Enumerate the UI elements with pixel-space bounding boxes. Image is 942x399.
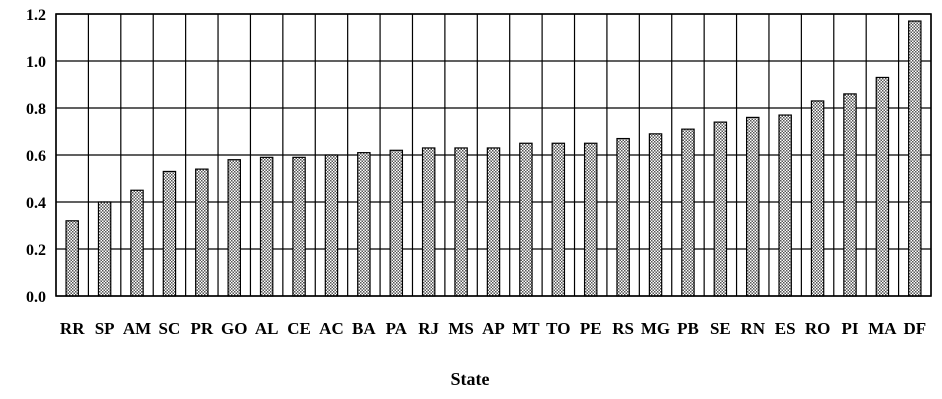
y-tick-label: 0.8 bbox=[26, 101, 46, 118]
x-tick-label: AM bbox=[123, 319, 151, 338]
x-tick-label: TO bbox=[546, 319, 570, 338]
bar-ac bbox=[324, 154, 339, 297]
bar-go bbox=[227, 159, 241, 297]
x-tick-label: SE bbox=[710, 319, 731, 338]
x-tick-labels: RR SP AM SC PR GO AL CE AC BA PA RJ MS AP MT TO PE RS MG PB… bbox=[60, 319, 926, 338]
x-tick-label: GO bbox=[221, 319, 247, 338]
bar-es bbox=[778, 114, 792, 297]
y-tick-label: 0.4 bbox=[26, 195, 46, 212]
x-tick-label: SC bbox=[159, 319, 181, 338]
bar-to bbox=[551, 142, 566, 297]
x-tick-label: MT bbox=[512, 319, 540, 338]
bar-rr bbox=[65, 220, 79, 297]
bar-rj bbox=[421, 147, 436, 297]
bar-se bbox=[713, 121, 728, 297]
x-axis-label: State bbox=[451, 369, 490, 389]
bar-ro bbox=[810, 100, 825, 297]
bar-ba bbox=[357, 152, 371, 297]
x-tick-label: PR bbox=[190, 319, 213, 338]
y-tick-label: 0.2 bbox=[26, 242, 46, 259]
bar-pb bbox=[681, 128, 695, 297]
x-tick-label: MS bbox=[448, 319, 474, 338]
x-tick-label: AP bbox=[482, 319, 505, 338]
x-tick-label: AL bbox=[255, 319, 279, 338]
bar-sp bbox=[97, 201, 112, 297]
x-tick-label: DF bbox=[903, 319, 926, 338]
bar-pi bbox=[843, 93, 857, 297]
bar-rn bbox=[746, 116, 760, 297]
bar-pr bbox=[195, 168, 209, 297]
x-tick-label: PE bbox=[580, 319, 602, 338]
x-tick-label: RJ bbox=[418, 319, 439, 338]
bar-am bbox=[130, 189, 144, 297]
x-tick-label: BA bbox=[352, 319, 376, 338]
x-tick-label: PA bbox=[386, 319, 408, 338]
bar-ma bbox=[875, 76, 890, 297]
bar-sc bbox=[162, 170, 177, 297]
plot-frame bbox=[55, 13, 932, 297]
y-tick-labels: 0.0 0.2 0.4 0.6 0.8 1.0 1.2 bbox=[26, 7, 46, 306]
axes bbox=[55, 13, 932, 297]
x-tick-label: PI bbox=[841, 319, 858, 338]
x-tick-label: MG bbox=[641, 319, 670, 338]
y-tick-label: 0.0 bbox=[26, 289, 46, 306]
x-tick-label: MA bbox=[868, 319, 897, 338]
bar-pe bbox=[583, 142, 598, 297]
bar-mt bbox=[519, 142, 533, 297]
x-tick-label: RS bbox=[612, 319, 634, 338]
y-tick-label: 0.6 bbox=[26, 148, 46, 165]
y-tick-label: 1.0 bbox=[26, 54, 46, 71]
x-tick-label: AC bbox=[319, 319, 344, 338]
x-tick-label: SP bbox=[95, 319, 115, 338]
x-tick-label: CE bbox=[287, 319, 311, 338]
x-tick-label: ES bbox=[775, 319, 796, 338]
x-tick-label: PB bbox=[677, 319, 699, 338]
bar-rs bbox=[616, 137, 630, 297]
x-tick-label: RO bbox=[805, 319, 831, 338]
bar-ap bbox=[486, 147, 501, 297]
grid bbox=[55, 13, 932, 297]
x-tick-label: RN bbox=[740, 319, 765, 338]
bar-df bbox=[908, 20, 922, 297]
y-tick-label: 1.2 bbox=[26, 7, 46, 24]
bars bbox=[65, 20, 922, 297]
bar-ms bbox=[454, 147, 468, 297]
bar-pa bbox=[389, 149, 404, 297]
x-tick-label: RR bbox=[60, 319, 85, 338]
bar-mg bbox=[648, 133, 663, 297]
bar-ce bbox=[292, 156, 306, 297]
bar-al bbox=[259, 156, 274, 297]
